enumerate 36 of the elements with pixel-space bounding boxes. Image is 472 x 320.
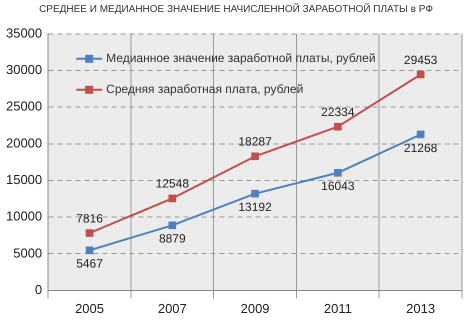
point xyxy=(168,221,176,230)
data-label: 13192 xyxy=(238,200,272,214)
legend-label: Медианное значение заработной платы, рублей xyxy=(106,51,376,66)
point xyxy=(416,130,424,138)
y-tick-label: 15000 xyxy=(6,172,42,188)
point xyxy=(251,190,259,198)
y-tick-label: 20000 xyxy=(6,135,42,150)
data-label: 12548 xyxy=(156,176,190,191)
y-tick-label: 10000 xyxy=(6,208,42,224)
x-tick-label: 2011 xyxy=(324,300,352,316)
x-tick-label: 2009 xyxy=(240,300,270,316)
legend-label: Средняя заработная плата, рублей xyxy=(106,82,304,96)
data-label: 22334 xyxy=(321,104,355,119)
x-tick-label: 2013 xyxy=(406,300,436,316)
data-label: 21268 xyxy=(404,140,438,155)
y-tick-label: 35000 xyxy=(6,25,42,40)
y-tick-label: 30000 xyxy=(6,62,42,78)
point xyxy=(251,152,259,160)
point xyxy=(86,246,94,254)
data-label: 8879 xyxy=(158,232,186,246)
point xyxy=(168,194,176,202)
point xyxy=(334,122,342,130)
point xyxy=(334,168,342,177)
x-tick-label: 2005 xyxy=(75,300,104,316)
data-label: 16043 xyxy=(321,179,355,194)
data-label: 18287 xyxy=(238,134,272,149)
point xyxy=(86,229,94,237)
y-tick-label: 5000 xyxy=(13,245,42,260)
point xyxy=(416,70,424,78)
data-label: 29453 xyxy=(404,52,438,67)
data-label: 5467 xyxy=(76,256,104,271)
data-label: 7816 xyxy=(76,211,104,226)
chart-title: СРЕДНЕЕ И МЕДИАННОЕ ЗНАЧЕНИЕ НАЧИСЛЕННОЙ ЗАРАБОТНОЙ ПЛАТЫ в РФ xyxy=(38,4,434,15)
y-tick-label: 0 xyxy=(34,282,42,297)
x-tick-label: 2007 xyxy=(158,300,187,316)
y-tick-label: 25000 xyxy=(6,98,42,114)
